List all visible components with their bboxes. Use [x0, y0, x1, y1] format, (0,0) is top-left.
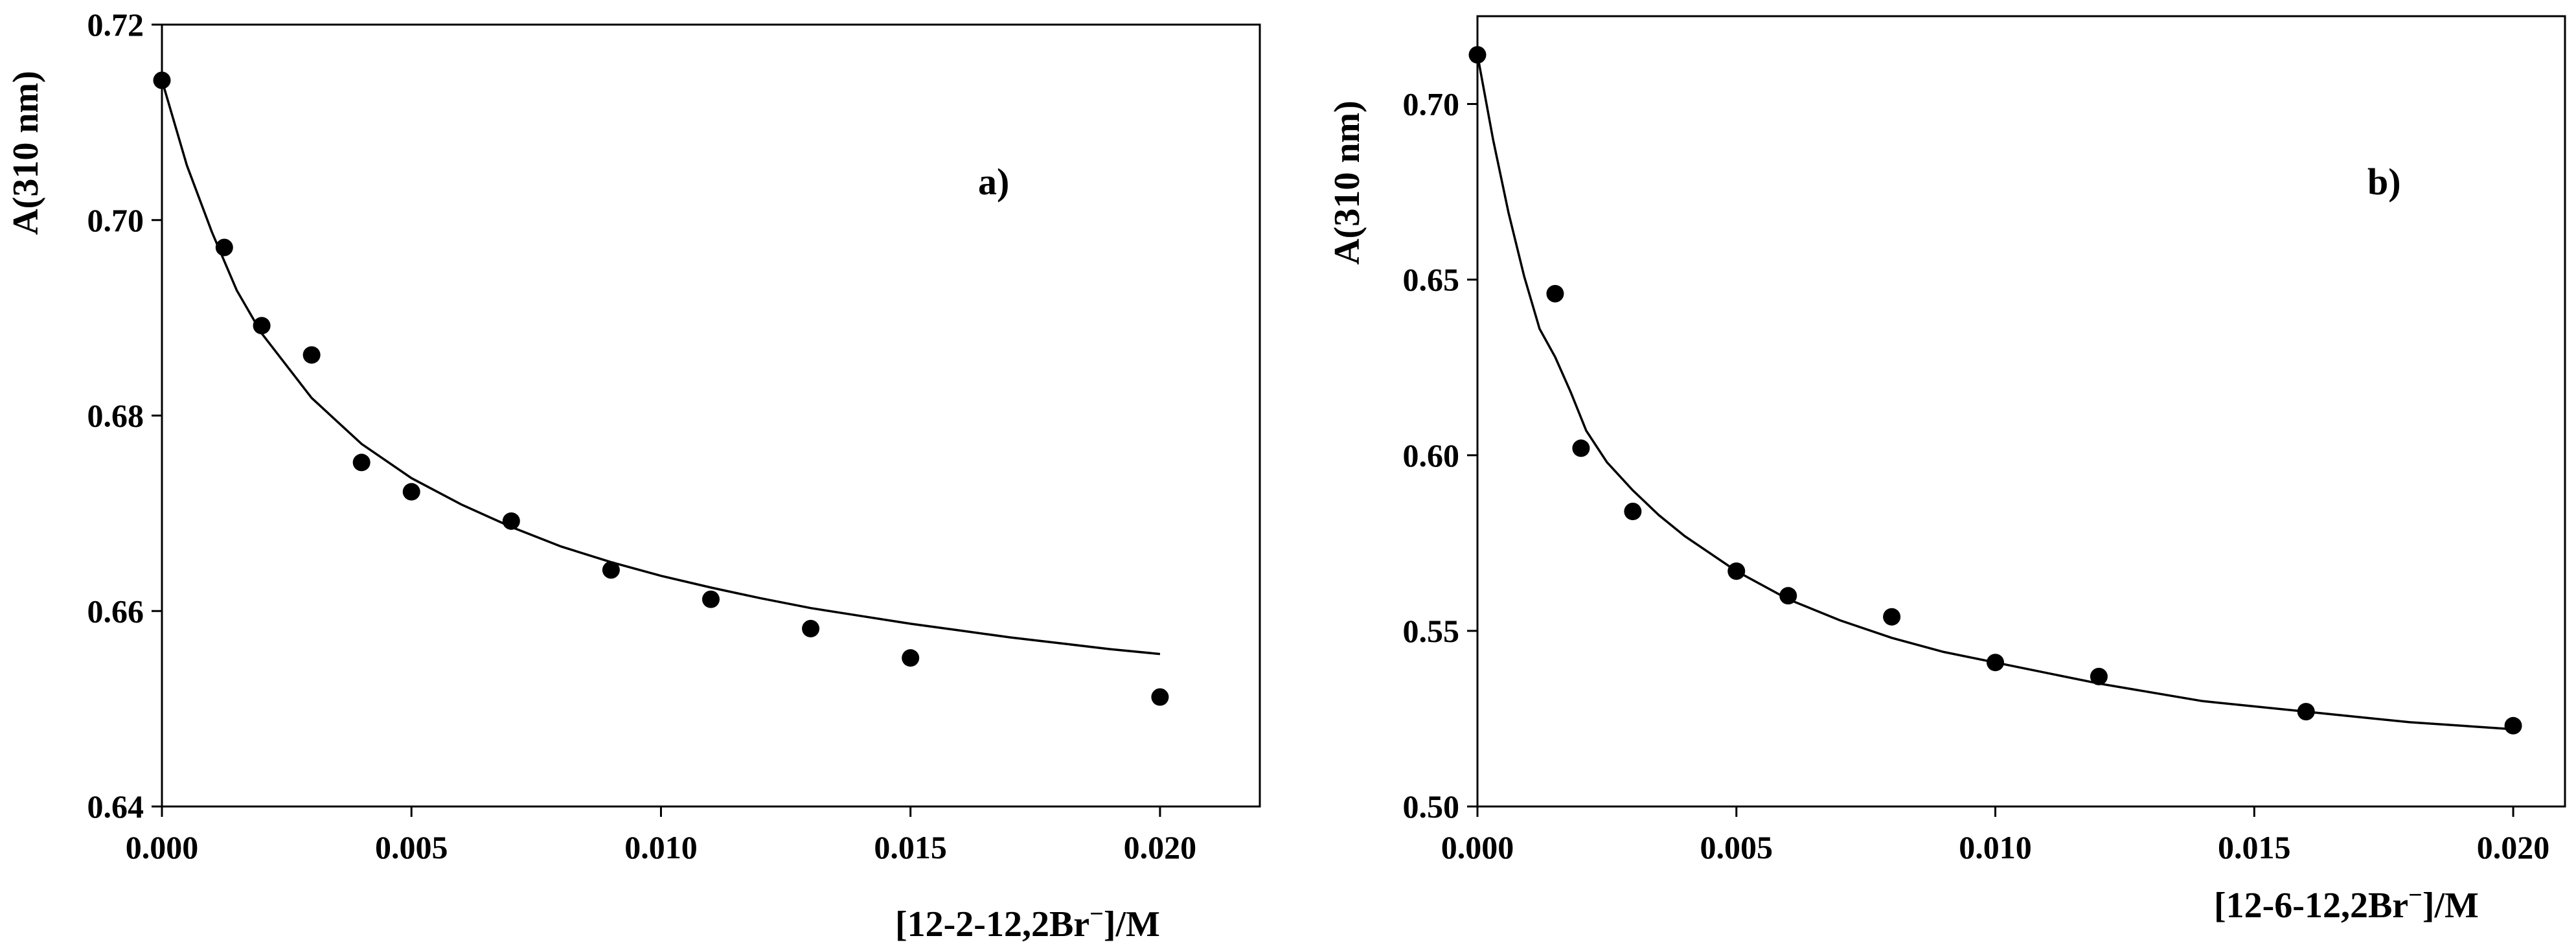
chart-panel-b: 0.000 0.005 0.010 0.015 0.020 0.50 0.55 0.60 0.6… — [1327, 15, 2566, 926]
panel-a-marks: 0.000 0.005 0.010 0.015 0.020 0.64 0.66 0.68 0.7… — [87, 6, 1261, 865]
panel-b-fit-curve — [1476, 54, 2514, 731]
panel-a-fit-curve — [161, 80, 1161, 656]
panel-a-x-tick-label: 0.000 — [126, 829, 199, 865]
panel-a-x-title-suffix: ]/M — [1104, 904, 1160, 944]
chart-panel-a: 0.000 0.005 0.010 0.015 0.020 0.64 0.66 0.68 0.7… — [6, 6, 1261, 944]
panel-b-data-point — [2090, 667, 2108, 685]
panel-a-data-point — [802, 619, 820, 637]
panel-a-x-title-prefix: [12-2-12,2Br — [895, 904, 1089, 944]
panel-b-marks: 0.000 0.005 0.010 0.015 0.020 0.50 0.55 0.60 0.6… — [1403, 15, 2566, 865]
panel-b-data-point — [1572, 439, 1590, 457]
panel-a-data-point — [402, 483, 420, 501]
panel-a-y-tick-label: 0.68 — [87, 398, 144, 434]
panel-b-x-tick-label: 0.010 — [1959, 829, 2032, 865]
panel-a-x-axis-title: [12-2-12,2Br−]/M — [895, 900, 1160, 944]
panel-a-y-tick-label: 0.70 — [87, 202, 144, 238]
panel-b-y-tick-label: 0.60 — [1403, 437, 1460, 474]
panel-a-data-point — [1151, 688, 1169, 706]
panel-b-label: b) — [2367, 161, 2401, 203]
panel-a-data-point — [602, 561, 620, 579]
panel-a-x-tick-label: 0.005 — [375, 829, 448, 865]
panel-b-x-tick-label: 0.005 — [1700, 829, 1773, 865]
panel-a-data-point — [702, 590, 720, 608]
panel-b-data-point — [1883, 608, 1901, 626]
panel-a-y-tick-label: 0.66 — [87, 593, 144, 629]
panel-b-data-point — [2504, 716, 2522, 735]
panel-a-data-point — [902, 649, 920, 667]
panel-b-x-title-suffix: ]/M — [2422, 886, 2479, 926]
panel-b-y-tick-label: 0.50 — [1403, 788, 1460, 825]
panel-b-x-axis-title: [12-6-12,2Br−]/M — [2214, 882, 2479, 926]
panel-b-data-point — [1546, 284, 1564, 303]
panel-b-data-point — [1624, 503, 1642, 521]
panel-b-plot-frame — [1476, 15, 2566, 808]
panel-a-y-tick-label: 0.72 — [87, 6, 144, 43]
panel-a-plot-frame — [161, 23, 1261, 808]
panel-b-x-tick-label: 0.000 — [1441, 829, 1514, 865]
panel-a-data-point — [352, 453, 370, 472]
panel-a-x-tick-label: 0.015 — [874, 829, 947, 865]
panel-b-x-tick-label: 0.015 — [2218, 829, 2291, 865]
panel-b-x-title-prefix: [12-6-12,2Br — [2214, 886, 2408, 926]
panel-a-y-axis-title: A(310 nm) — [6, 71, 46, 235]
panel-a-x-title-sup: − — [1089, 900, 1104, 928]
panel-b-x-tick-label: 0.020 — [2477, 829, 2550, 865]
panel-b-y-tick-label: 0.65 — [1403, 262, 1460, 298]
panel-a-y-tick-label: 0.64 — [87, 788, 144, 825]
panel-a-data-point — [153, 71, 171, 89]
panel-b-y-tick-label: 0.70 — [1403, 86, 1460, 122]
panel-b-y-axis-title: A(310 nm) — [1327, 100, 1367, 265]
panel-a-data-point — [253, 317, 271, 335]
panel-a-label: a) — [978, 161, 1009, 203]
panel-b-y-tick-label: 0.55 — [1403, 613, 1460, 649]
panel-a-x-tick-label: 0.020 — [1124, 829, 1197, 865]
panel-a-data-point — [302, 346, 321, 364]
panel-b-x-title-sup: − — [2408, 882, 2422, 909]
panel-a-x-tick-label: 0.010 — [624, 829, 698, 865]
